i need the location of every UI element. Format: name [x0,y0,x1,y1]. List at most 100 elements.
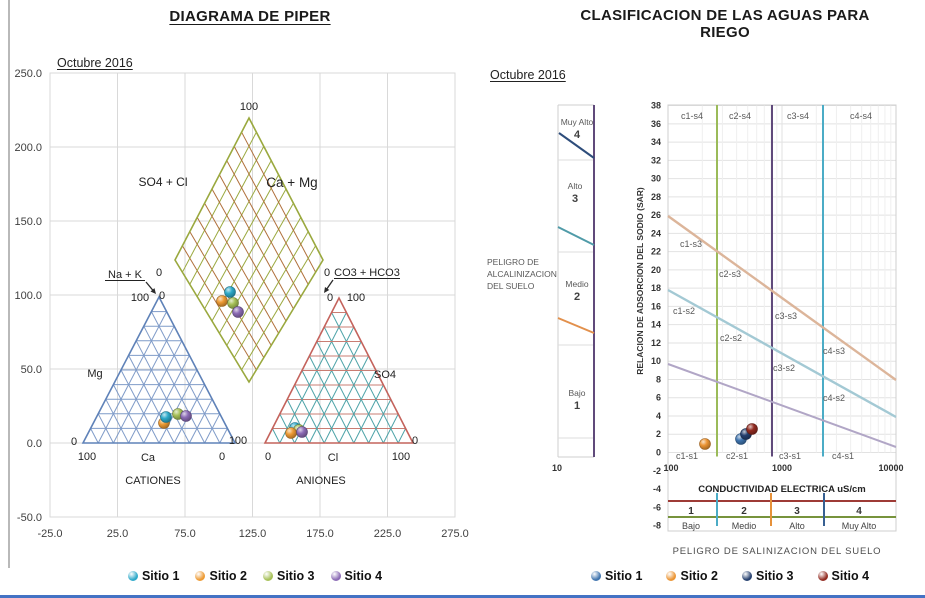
y-tick-label: -8 [653,521,661,531]
zone-label: c1-s2 [673,306,695,316]
x-tick-label: 25.0 [107,528,128,540]
zone-label: c3-s2 [773,363,795,373]
point-sitio-1-diamond[interactable] [224,286,236,298]
ternary-grid [294,384,325,444]
arrow-head [324,286,330,293]
ternary-grid [97,311,168,444]
zone-label: c3-s1 [779,451,801,461]
y-tick-label: 150.0 [14,216,42,228]
legend-label: Sitio 3 [756,569,794,583]
point-sitio-1-cation[interactable] [160,411,172,423]
piper-annotation: Na + K [108,269,143,281]
legend-item-sitio-2[interactable]: Sitio 2 [195,569,247,583]
zone-label: c4-s4 [850,111,872,121]
point-sitio-2-anion[interactable] [285,427,297,439]
ternary-grid [353,384,384,444]
y-tick-label: -50.0 [17,512,42,524]
y-tick-label: 14 [651,320,661,330]
point-sitio-2-diamond[interactable] [216,295,228,307]
piper-annotation: 100 [240,101,258,113]
point-sitio-4-diamond[interactable] [232,306,244,318]
sodium-zone-label: Bajo [568,388,585,398]
ternary-grid [135,340,190,444]
diamond-grid-line [233,146,309,285]
arrow-line [325,279,334,291]
piper-annotation: Ca [141,452,156,464]
point-sitio-4-anion[interactable] [296,426,308,438]
legend-item-sitio-3[interactable]: Sitio 3 [263,569,315,583]
legend-item-sitio-2[interactable]: Sitio 2 [666,569,718,583]
piper-annotation: ANIONES [296,475,346,487]
piper-annotation: 100 [347,292,365,304]
legend-label: Sitio 1 [604,569,643,583]
ternary-grid [158,369,198,444]
x-tick-label: 10000 [878,463,903,473]
zone-label: c1-s1 [676,451,698,461]
point-sitio-4[interactable] [746,423,758,435]
piper-annotation: Mg [87,368,102,380]
y-tick-label: 8 [656,374,661,384]
piper-annotation: 0 [412,435,418,447]
point-sitio-2[interactable] [699,438,711,450]
arrow-head [150,288,156,294]
point-sitio-3-diamond[interactable] [227,297,239,309]
ternary-grid [316,341,370,444]
piper-legend: Sitio 1 Sitio 2 Sitio 3 Sitio 4 [40,569,470,583]
ternary-grid [188,398,213,444]
legend-swatch [590,571,601,581]
piper-annotation: 0 [156,267,162,279]
piper-annotation: 0 [324,267,330,279]
wilcox-chart-title: CLASIFICACION DE LAS AGUAS PARA RIEGO [580,7,870,41]
y-tick-label: 2 [656,429,661,439]
piper-annotation: 0 [71,436,77,448]
zone-label: c4-s3 [823,346,845,356]
y-tick-label: 200.0 [14,142,42,154]
point-sitio-4-cation[interactable] [180,410,192,422]
page-bottom-rule [0,595,925,598]
sub-sar-boundary [558,132,595,159]
piper-annotation: 100 [131,292,149,304]
y-tick-label: 0.0 [27,438,42,450]
legend-label: Sitio 1 [141,569,180,583]
piper-annotation: CO3 + HCO3 [334,267,400,279]
x-tick-label: -25.0 [37,528,62,540]
y-tick-label: 34 [651,137,661,147]
sodium-zone-label: Alto [568,181,583,191]
legend-item-sitio-1[interactable]: Sitio 1 [127,569,180,583]
piper-annotation: Cl [328,452,338,464]
y-tick-label: 18 [651,283,661,293]
zone-label: c1-s4 [681,111,703,121]
legend-item-sitio-3[interactable]: Sitio 3 [742,569,794,583]
y-tick-label: 30 [651,174,661,184]
legend-item-sitio-4[interactable]: Sitio 4 [817,569,869,583]
piper-annotation: 100 [78,451,96,463]
alkalinization-hazard-label: DEL SUELO [487,281,535,291]
y-tick-label: 4 [656,411,661,421]
wilcox-legend: Sitio 1 Sitio 2 Sitio 3 Sitio 4 [560,569,900,583]
zone-label: c3-s4 [787,111,809,121]
wilcox-plot: 38363432302826242220181614121086420-2-4-… [487,101,904,557]
x-tick-label: 175.0 [306,528,334,540]
x-tick-label: 1000 [772,463,792,473]
legend-swatch [742,571,752,581]
legend-swatch [666,571,677,581]
sar-boundary [667,363,897,448]
legend-item-sitio-4[interactable]: Sitio 4 [330,569,382,583]
ternary-grid [120,369,160,444]
sodium-zone-label: 2 [574,291,580,303]
legend-item-sitio-1[interactable]: Sitio 1 [590,569,643,583]
salinity-class-number: 1 [688,506,694,517]
y-tick-label: 6 [656,393,661,403]
alkalinization-hazard-label: PELIGRO DE [487,257,539,267]
piper-annotation: 0 [265,451,271,463]
ternary-grid [128,340,183,444]
y-tick-label: 20 [651,265,661,275]
y-tick-label: -4 [653,484,661,494]
legend-swatch [330,571,341,581]
zone-label: c2-s2 [720,333,742,343]
diamond-grid-line [226,217,302,346]
zone-label: c4-s2 [823,393,845,403]
piper-annotation: SO4 [374,369,396,381]
x-tick-label: 125.0 [239,528,267,540]
